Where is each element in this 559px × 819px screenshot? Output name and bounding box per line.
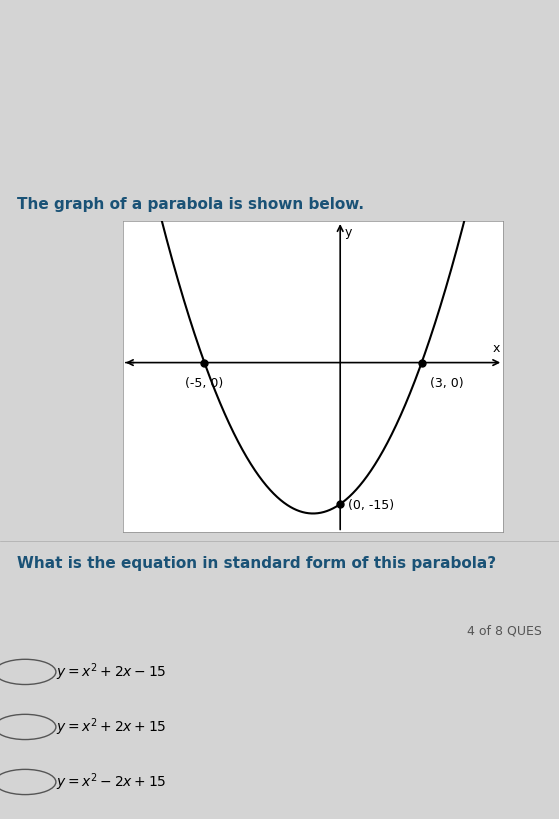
Text: What is the equation in standard form of this parabola?: What is the equation in standard form of… [17,556,496,571]
Text: $y = x^2 - 2x + 15$: $y = x^2 - 2x + 15$ [56,771,167,793]
Text: 4 of 8 QUES: 4 of 8 QUES [467,624,542,637]
Text: (-5, 0): (-5, 0) [186,377,224,390]
Text: y: y [345,226,352,239]
Text: The graph of a parabola is shown below.: The graph of a parabola is shown below. [17,197,364,212]
Text: x: x [493,342,500,355]
Text: $y = x^2 + 2x - 15$: $y = x^2 + 2x - 15$ [56,661,167,683]
Text: (0, -15): (0, -15) [348,500,395,513]
Text: $y = x^2 + 2x + 15$: $y = x^2 + 2x + 15$ [56,716,167,738]
Text: (3, 0): (3, 0) [430,377,463,390]
